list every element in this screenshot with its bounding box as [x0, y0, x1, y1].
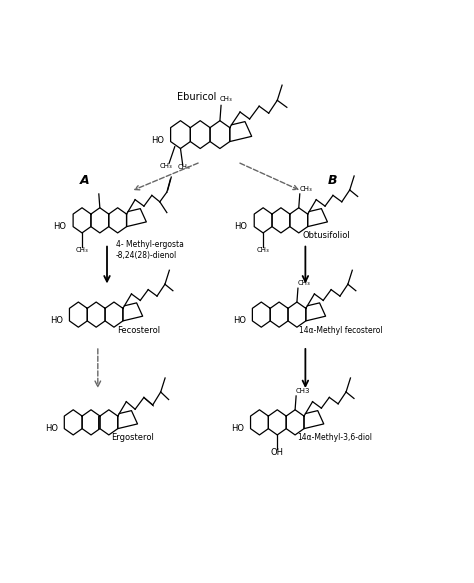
- Text: OH: OH: [271, 448, 284, 457]
- Text: HO: HO: [54, 222, 66, 231]
- Text: CH₃: CH₃: [159, 163, 172, 168]
- Text: 14α-Methyl fecosterol: 14α-Methyl fecosterol: [299, 325, 383, 335]
- Text: HO: HO: [50, 317, 63, 325]
- Text: HO: HO: [235, 222, 247, 231]
- Text: Eburicol: Eburicol: [177, 93, 216, 103]
- Text: CH₃: CH₃: [257, 247, 270, 253]
- Text: HO: HO: [233, 317, 246, 325]
- Text: HO: HO: [231, 424, 244, 433]
- Text: CH3: CH3: [296, 388, 310, 394]
- Text: Ergosterol: Ergosterol: [110, 433, 154, 442]
- Text: CH₃: CH₃: [220, 96, 233, 102]
- Text: CH₃: CH₃: [299, 186, 312, 192]
- Text: HO: HO: [151, 136, 164, 145]
- Text: Fecosterol: Fecosterol: [117, 325, 160, 335]
- Text: 4- Methyl-ergosta
-8,24(28)-dienol: 4- Methyl-ergosta -8,24(28)-dienol: [116, 240, 184, 260]
- Text: Obtusifoliol: Obtusifoliol: [302, 231, 350, 240]
- Text: 14α-Methyl-3,6-diol: 14α-Methyl-3,6-diol: [297, 433, 372, 442]
- Text: CH₃: CH₃: [298, 280, 310, 286]
- Text: B: B: [328, 174, 337, 187]
- Text: A: A: [80, 174, 89, 187]
- Text: CH₃: CH₃: [178, 164, 190, 170]
- Text: HO: HO: [45, 424, 58, 433]
- Text: CH₃: CH₃: [76, 247, 88, 253]
